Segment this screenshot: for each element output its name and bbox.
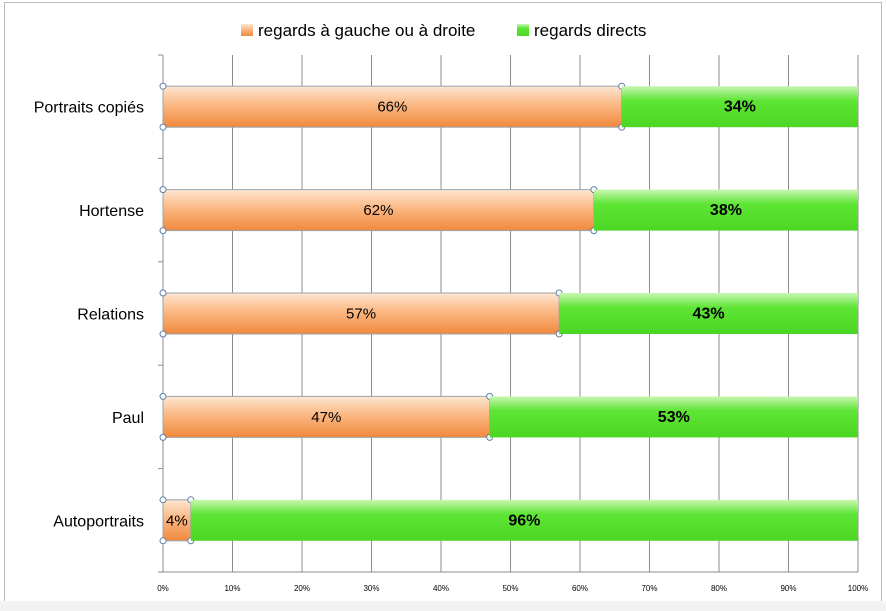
selection-handle[interactable]	[159, 186, 167, 194]
selection-handle[interactable]	[159, 82, 167, 90]
data-label: 4%	[166, 512, 188, 529]
data-label: 62%	[363, 202, 393, 219]
x-tick-label: 30%	[363, 584, 379, 593]
bar-segment-lateral	[162, 499, 192, 542]
bar-segment-lateral	[162, 85, 623, 128]
selection-handle[interactable]	[159, 330, 167, 338]
selection-handle[interactable]	[159, 392, 167, 400]
x-tick-label: 90%	[780, 584, 796, 593]
x-tick-label: 60%	[572, 584, 588, 593]
category-label: Hortense	[79, 203, 144, 220]
value-labels: 66% 34% 62% 38% 57% 43% 47% 53% 4% 96%	[166, 99, 756, 530]
x-tick-label: 10%	[224, 584, 240, 593]
category-label: Relations	[77, 307, 144, 324]
selection-handle[interactable]	[159, 537, 167, 545]
legend-swatch-series-b	[517, 24, 529, 36]
selection-handle[interactable]	[159, 433, 167, 441]
data-label: 38%	[710, 202, 742, 219]
selection-handle[interactable]	[159, 227, 167, 235]
x-tick-label: 70%	[641, 584, 657, 593]
x-tick-label: 50%	[502, 584, 518, 593]
bar-segment-direct	[190, 499, 859, 541]
legend-swatch-series-a	[241, 24, 253, 36]
data-label: 57%	[346, 306, 376, 323]
category-label: Portraits copiés	[34, 100, 144, 117]
data-label: 96%	[508, 512, 540, 529]
selection-handle[interactable]	[159, 289, 167, 297]
bar-segment-lateral	[162, 292, 560, 335]
footer-strip	[0, 601, 886, 611]
tick-labels: 0% 10% 20% 30% 40% 50% 60% 70% 80% 90% 100%	[157, 584, 868, 593]
bar-segment-direct	[621, 86, 858, 128]
selection-handle[interactable]	[159, 496, 167, 504]
x-tick-label: 100%	[848, 584, 868, 593]
data-label: 43%	[693, 306, 725, 323]
category-label: Autoportraits	[53, 513, 144, 530]
bar-segment-lateral	[162, 189, 595, 232]
bar-segment-direct	[489, 396, 858, 438]
data-label: 66%	[377, 99, 407, 116]
bar-segment-lateral	[162, 395, 491, 438]
bars	[159, 82, 859, 545]
bar-segment-direct	[559, 293, 858, 334]
category-label: Paul	[112, 410, 144, 427]
legend: regards à gauche ou à droite regards dir…	[241, 21, 646, 40]
bar-segment-direct	[593, 189, 858, 231]
legend-label-series-b: regards directs	[534, 21, 646, 40]
category-labels: Portraits copiés Hortense Relations Paul Aut…	[34, 100, 144, 531]
x-tick-label: 20%	[294, 584, 310, 593]
legend-label-series-a: regards à gauche ou à droite	[258, 21, 475, 40]
x-tick-label: 80%	[711, 584, 727, 593]
selection-handle[interactable]	[159, 123, 167, 131]
x-tick-label: 40%	[433, 584, 449, 593]
data-label: 53%	[658, 409, 690, 426]
data-label: 34%	[724, 99, 756, 116]
x-tick-label: 0%	[157, 584, 169, 593]
data-label: 47%	[311, 409, 341, 426]
